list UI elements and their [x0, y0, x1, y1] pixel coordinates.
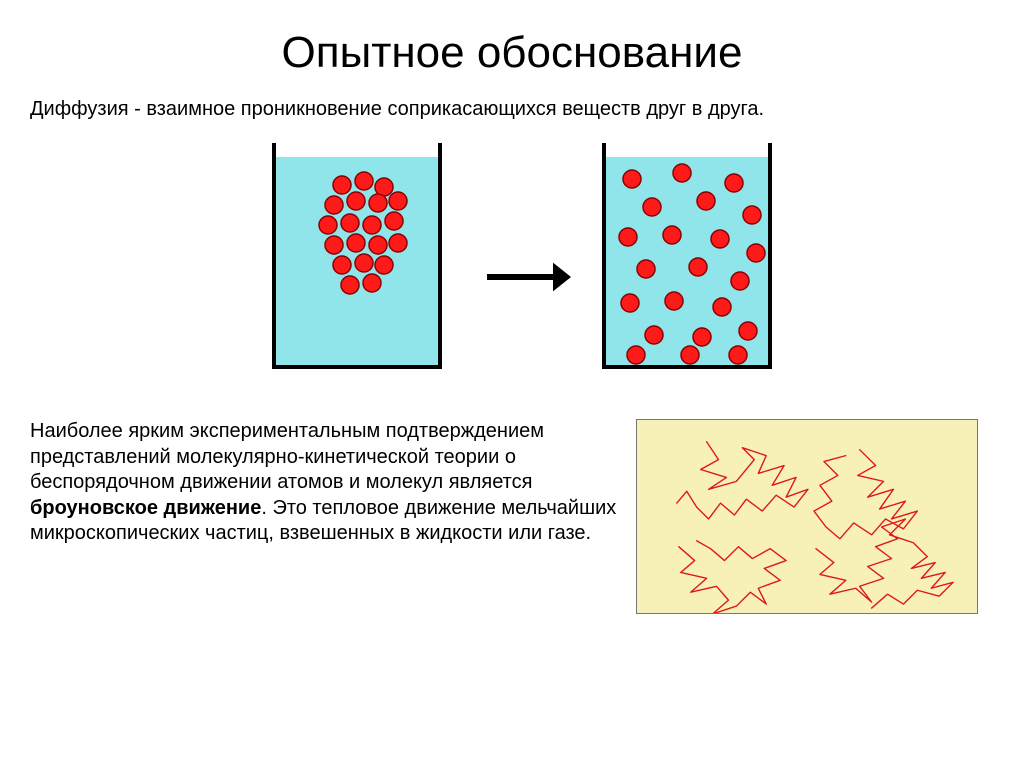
- diffusion-diagram: [232, 139, 792, 389]
- beaker-diffused: [602, 139, 772, 369]
- diffusion-arrow-icon: [487, 259, 571, 300]
- brownian-motion-figure: [636, 419, 978, 614]
- diffusion-definition: Диффузия - взаимное проникновение соприк…: [0, 78, 1024, 121]
- beaker-concentrated: [272, 139, 442, 369]
- paragraph-pre: Наиболее ярким экспериментальным подтвер…: [30, 420, 544, 493]
- page-title: Опытное обоснование: [0, 0, 1024, 78]
- brownian-paragraph: Наиболее ярким экспериментальным подтвер…: [30, 419, 620, 547]
- paragraph-bold: броуновское движение: [30, 497, 261, 519]
